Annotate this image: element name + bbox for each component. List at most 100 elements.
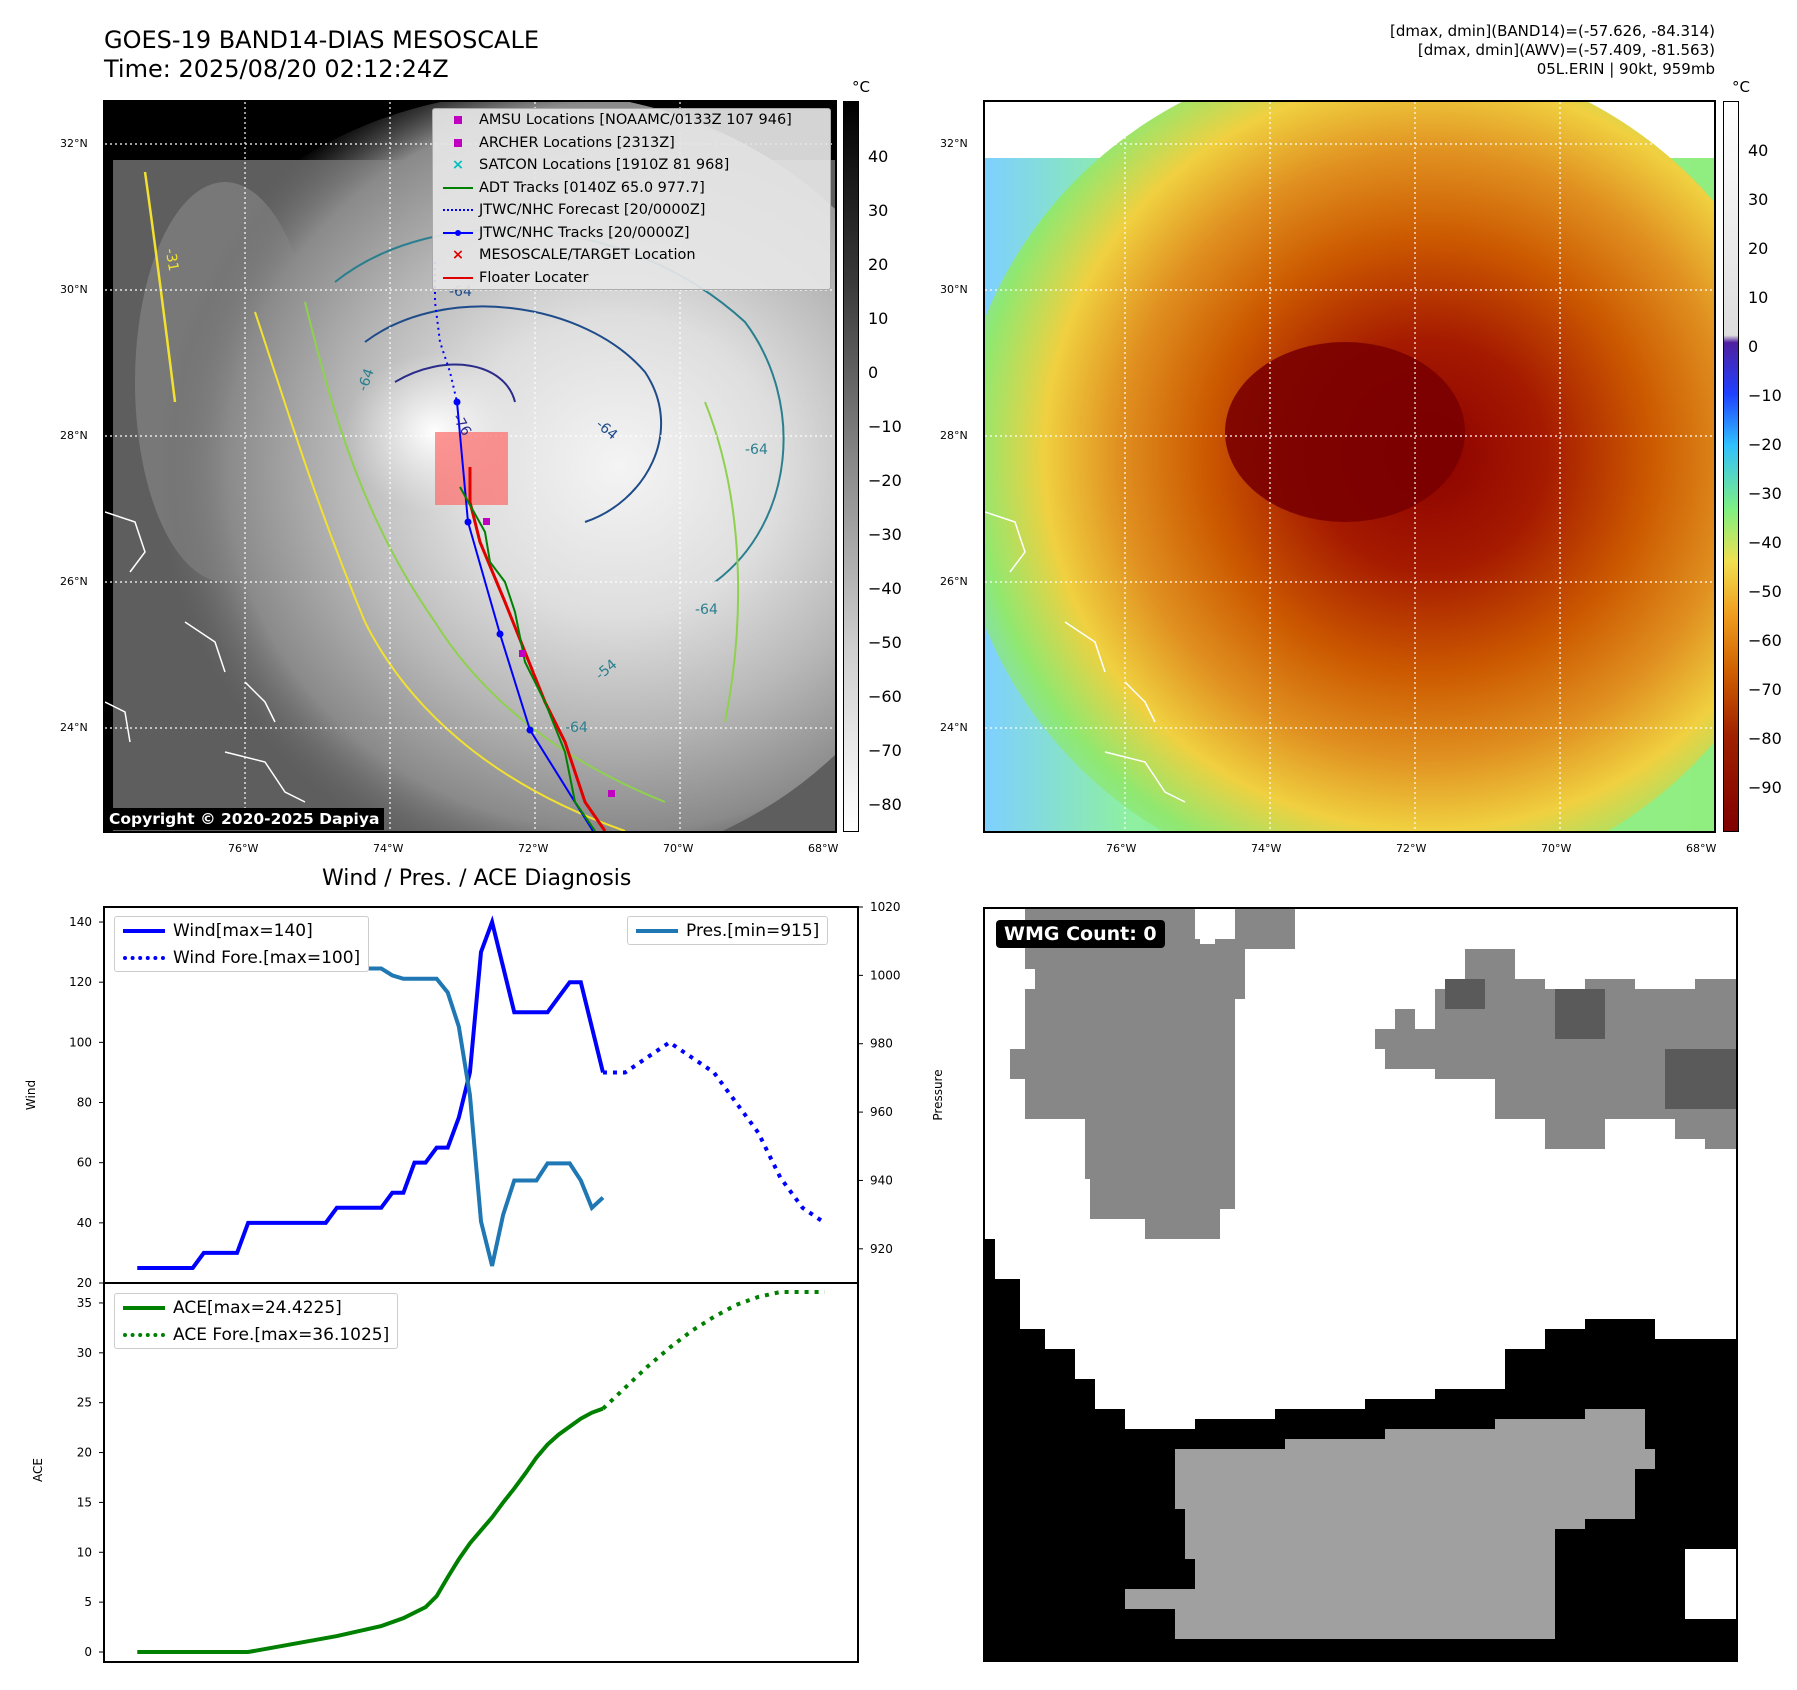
legend-item-mesoscale: × MESOSCALE/TARGET Location — [451, 247, 696, 264]
colorbar-tick: 10 — [868, 309, 889, 328]
ace-tick-label: 10 — [77, 1545, 92, 1559]
ace-tick-label: 35 — [77, 1296, 92, 1310]
colorbar-tick: −80 — [1748, 729, 1782, 748]
pressure-tick-label: 1000 — [870, 968, 901, 982]
legend-pres: Pres.[min=915] — [628, 917, 827, 944]
colorbar-tick: −40 — [868, 579, 902, 598]
colorbar-tick: 10 — [1748, 288, 1769, 307]
wind-tick-label: 120 — [69, 975, 92, 989]
stats-block: [dmax, dmin](BAND14)=(-57.626, -84.314) … — [1390, 22, 1715, 79]
contour-label: -64 — [695, 602, 718, 618]
ace-tick-label: 5 — [84, 1595, 92, 1609]
lon-label: 76°W — [1106, 842, 1137, 855]
colorbar-tick: −50 — [868, 633, 902, 652]
legend-ace: ACE[max=24.4225] — [115, 1294, 397, 1321]
lon-label: 76°W — [228, 842, 259, 855]
stats-awv: [dmax, dmin](AWV)=(-57.409, -81.563) — [1417, 41, 1715, 59]
wind-legend: Wind[max=140] Wind Fore.[max=100] — [114, 916, 370, 972]
ace-tick-label: 25 — [77, 1396, 92, 1410]
wmg-panel — [983, 907, 1738, 1662]
wind-tick-label: 40 — [77, 1216, 92, 1230]
colorbar-tick: −10 — [1748, 386, 1782, 405]
copyright-label: Copyright © 2020-2025 Dapiya — [104, 808, 385, 830]
colorbar-tick: 0 — [868, 363, 879, 382]
lat-label: 26°N — [60, 575, 88, 588]
wmg-image — [985, 909, 1736, 1660]
legend-item-tracks: JTWC/NHC Tracks [20/0000Z] — [433, 222, 830, 245]
pressure-tick-label: 980 — [870, 1037, 893, 1051]
awv-map — [983, 100, 1716, 833]
lat-label: 24°N — [60, 721, 88, 734]
colorbar-tick: 40 — [1748, 141, 1769, 160]
wmg-count-badge: WMG Count: 0 — [996, 920, 1165, 948]
wind-tick-label: 80 — [77, 1096, 92, 1110]
legend-item-amsu: AMSU Locations [NOAAMC/0133Z 107 946] — [433, 109, 830, 132]
colorbar-tick: 20 — [1748, 239, 1769, 258]
colorbar-tick: −30 — [1748, 484, 1782, 503]
colorbar-tick: −50 — [1748, 582, 1782, 601]
pressure-tick-label: 920 — [870, 1242, 893, 1256]
legend-item-archer: ARCHER Locations [2313Z] — [433, 132, 830, 155]
wind-tick-label: 100 — [69, 1035, 92, 1049]
legend-item-adt: ADT Tracks [0140Z 65.0 977.7] — [433, 177, 830, 200]
colorbar-unit: °C — [852, 78, 870, 96]
series-line — [137, 915, 605, 1270]
title-line-2: Time: 2025/08/20 02:12:24Z — [104, 55, 449, 83]
legend-wind-fore: Wind Fore.[max=100] — [115, 944, 368, 971]
colorbar-tick: 40 — [868, 147, 889, 166]
lat-label: 32°N — [940, 137, 968, 150]
series-line — [137, 922, 605, 1267]
colorbar-tick: 30 — [1748, 190, 1769, 209]
colorbar-tick: −40 — [1748, 533, 1782, 552]
lon-label: 70°W — [663, 842, 694, 855]
ace-tick-label: 30 — [77, 1346, 92, 1360]
lat-label: 26°N — [940, 575, 968, 588]
lon-label: 74°W — [1251, 842, 1282, 855]
colorbar-tick: −90 — [1748, 778, 1782, 797]
colorbar-tick: −10 — [868, 417, 902, 436]
wind-axis-label: Wind — [24, 1080, 38, 1110]
lon-label: 68°W — [1686, 842, 1717, 855]
figure-title: GOES-19 BAND14-DIAS MESOSCALE Time: 2025… — [104, 26, 539, 84]
colorbar-tick: 30 — [868, 201, 889, 220]
contour-label: -64 — [565, 720, 588, 736]
ace-series-line — [137, 1406, 604, 1655]
colorbar-unit: °C — [1732, 78, 1750, 96]
lon-label: 74°W — [373, 842, 404, 855]
lon-label: 72°W — [1396, 842, 1427, 855]
wind-tick-label: 60 — [77, 1156, 92, 1170]
legend-item-floater: Floater Locater — [433, 267, 830, 290]
legend-item-forecast: JTWC/NHC Forecast [20/0000Z] — [433, 199, 830, 222]
colorbar-tick: 0 — [1748, 337, 1759, 356]
ace-axis-label: ACE — [31, 1458, 45, 1482]
legend-ace-fore: ACE Fore.[max=36.1025] — [115, 1321, 397, 1348]
ace-tick-label: 0 — [84, 1645, 92, 1659]
pressure-axis-label: Pressure — [931, 1069, 945, 1120]
wind-tick-label: 140 — [69, 915, 92, 929]
title-line-1: GOES-19 BAND14-DIAS MESOSCALE — [104, 26, 540, 54]
lat-label: 28°N — [60, 429, 88, 442]
lat-label: 28°N — [940, 429, 968, 442]
lat-label: 30°N — [940, 283, 968, 296]
lat-label: 24°N — [940, 721, 968, 734]
colorbar-tick: −20 — [868, 471, 902, 490]
lat-label: 32°N — [60, 137, 88, 150]
colorbar-tick: −20 — [1748, 435, 1782, 454]
map-legend: AMSU Locations [NOAAMC/0133Z 107 946] AR… — [432, 108, 831, 290]
lon-label: 70°W — [1541, 842, 1572, 855]
colorbar-tick: −30 — [868, 525, 902, 544]
colorbar-tick: −60 — [868, 687, 902, 706]
awv-colorbar — [1723, 101, 1739, 832]
stats-band14: [dmax, dmin](BAND14)=(-57.626, -84.314) — [1390, 22, 1715, 40]
ace-tick-label: 15 — [77, 1495, 92, 1509]
wind-tick-label: 20 — [77, 1276, 92, 1290]
colorbar-tick: −80 — [868, 795, 902, 814]
pressure-tick-label: 1020 — [870, 900, 901, 914]
colorbar-tick: −70 — [1748, 680, 1782, 699]
lon-label: 68°W — [808, 842, 839, 855]
lon-label: 72°W — [518, 842, 549, 855]
series-line — [602, 1039, 826, 1225]
ace-tick-label: 20 — [77, 1446, 92, 1460]
legend-item-satcon: × SATCON Locations [1910Z 81 968] — [451, 157, 730, 174]
pressure-legend: Pres.[min=915] — [627, 916, 829, 945]
